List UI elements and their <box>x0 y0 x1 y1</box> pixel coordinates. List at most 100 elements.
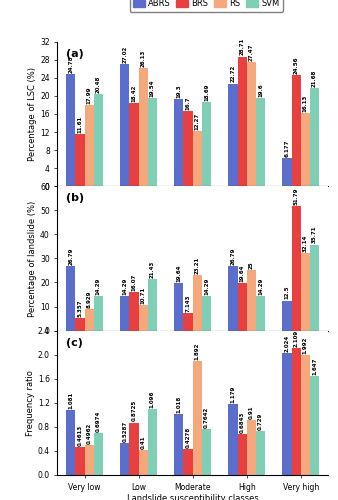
Text: 0.7642: 0.7642 <box>204 406 209 428</box>
Text: 17.99: 17.99 <box>87 86 92 104</box>
Text: 18.69: 18.69 <box>204 83 209 100</box>
Bar <box>148 98 157 186</box>
Bar <box>66 266 75 330</box>
Text: 16.07: 16.07 <box>131 274 137 291</box>
Text: (c): (c) <box>66 338 82 348</box>
Bar <box>184 314 193 330</box>
Bar <box>247 270 256 330</box>
Text: 0.6843: 0.6843 <box>240 412 245 432</box>
Bar <box>84 445 94 475</box>
Text: 1.081: 1.081 <box>68 392 73 409</box>
Bar <box>139 68 148 186</box>
Bar <box>94 94 103 186</box>
Bar <box>120 296 129 330</box>
Text: 0.41: 0.41 <box>141 436 146 449</box>
Text: 51.79: 51.79 <box>294 188 299 205</box>
Text: 1.892: 1.892 <box>195 342 200 360</box>
Bar <box>283 353 292 475</box>
Bar <box>148 409 157 475</box>
Bar <box>202 296 211 330</box>
Bar <box>184 111 193 186</box>
Text: 0.8725: 0.8725 <box>131 400 137 421</box>
Bar <box>301 114 310 186</box>
Text: 22.72: 22.72 <box>231 65 236 82</box>
Bar <box>228 404 238 475</box>
Text: 7.143: 7.143 <box>186 294 191 312</box>
Text: 0.4278: 0.4278 <box>186 427 191 448</box>
Text: 1.647: 1.647 <box>312 357 317 374</box>
Bar <box>84 309 94 330</box>
Y-axis label: Percentage of landslide (%): Percentage of landslide (%) <box>28 200 37 316</box>
Text: 14.29: 14.29 <box>122 278 127 295</box>
Bar <box>228 84 238 186</box>
Text: 0.4962: 0.4962 <box>87 422 92 444</box>
Text: 1.018: 1.018 <box>176 396 182 412</box>
Bar <box>84 105 94 186</box>
Bar <box>228 266 238 330</box>
Bar <box>129 422 139 475</box>
Bar <box>184 450 193 475</box>
Bar <box>193 361 202 475</box>
Bar <box>139 450 148 475</box>
Text: 21.43: 21.43 <box>150 260 155 278</box>
Bar <box>174 284 184 331</box>
Bar <box>256 296 265 330</box>
Text: 32.14: 32.14 <box>303 234 308 252</box>
Bar <box>75 134 84 186</box>
Bar <box>202 429 211 475</box>
Text: 12.5: 12.5 <box>285 286 290 300</box>
Y-axis label: Percentage of LSC (%): Percentage of LSC (%) <box>28 67 38 161</box>
Text: 1.179: 1.179 <box>231 386 236 403</box>
Bar <box>292 206 301 330</box>
Text: 27.47: 27.47 <box>249 44 254 61</box>
Bar <box>292 348 301 475</box>
Bar <box>174 99 184 186</box>
Text: 1.096: 1.096 <box>150 390 155 408</box>
X-axis label: Landslide susceptibility classes: Landslide susceptibility classes <box>127 494 259 500</box>
Bar <box>256 98 265 186</box>
Bar <box>120 443 129 475</box>
Bar <box>202 102 211 186</box>
Text: 19.64: 19.64 <box>240 264 245 282</box>
Text: 16.13: 16.13 <box>303 95 308 112</box>
Text: 26.79: 26.79 <box>68 248 73 265</box>
Bar <box>129 103 139 186</box>
Text: 5.357: 5.357 <box>77 299 82 316</box>
Text: 21.68: 21.68 <box>312 70 317 87</box>
Bar <box>120 64 129 186</box>
Text: 19.6: 19.6 <box>258 83 263 96</box>
Text: 16.7: 16.7 <box>186 96 191 110</box>
Text: 2.024: 2.024 <box>285 335 290 352</box>
Bar <box>193 131 202 186</box>
Bar <box>247 420 256 475</box>
Bar <box>283 158 292 186</box>
Text: 19.3: 19.3 <box>176 84 182 98</box>
Text: 20.48: 20.48 <box>96 75 101 92</box>
Bar <box>238 284 247 331</box>
X-axis label: Landslide susceptibility classes: Landslide susceptibility classes <box>127 350 259 359</box>
Text: 18.42: 18.42 <box>131 84 137 102</box>
Bar <box>66 410 75 475</box>
Text: (a): (a) <box>66 49 83 59</box>
Text: 0.5287: 0.5287 <box>122 421 127 442</box>
Text: 24.78: 24.78 <box>68 56 73 73</box>
Bar <box>75 447 84 475</box>
Bar <box>75 318 84 330</box>
Bar <box>238 56 247 186</box>
Bar <box>174 414 184 475</box>
Text: 26.13: 26.13 <box>141 50 146 67</box>
Text: (b): (b) <box>66 194 84 203</box>
Bar <box>292 76 301 186</box>
Bar <box>301 253 310 330</box>
Bar <box>94 296 103 330</box>
Text: 23.21: 23.21 <box>195 256 200 274</box>
Bar <box>193 274 202 330</box>
Bar <box>139 305 148 330</box>
Bar <box>301 355 310 475</box>
Text: 0.4613: 0.4613 <box>77 425 82 446</box>
Text: 27.02: 27.02 <box>122 46 127 63</box>
Text: 14.29: 14.29 <box>96 278 101 295</box>
Text: 1.992: 1.992 <box>303 336 308 354</box>
Text: 10.71: 10.71 <box>141 286 146 304</box>
Bar <box>238 434 247 475</box>
